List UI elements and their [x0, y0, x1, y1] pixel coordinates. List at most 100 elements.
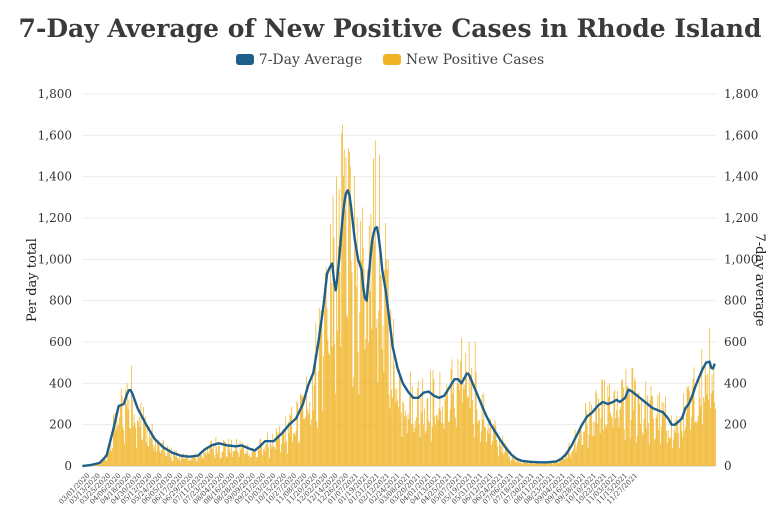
daily-case-bar: [108, 451, 110, 466]
daily-case-bar: [275, 428, 277, 466]
daily-case-bar: [636, 435, 638, 466]
legend[interactable]: 7-Day Average New Positive Cases: [0, 52, 780, 68]
daily-case-bar: [457, 358, 459, 466]
daily-case-bar: [154, 446, 156, 466]
daily-case-bar: [254, 449, 256, 466]
daily-case-bar: [142, 439, 144, 466]
daily-case-bar: [537, 462, 539, 466]
daily-case-bar: [312, 409, 314, 466]
daily-case-bar: [301, 397, 303, 466]
daily-case-bar: [662, 411, 664, 466]
daily-case-bar: [174, 450, 175, 466]
daily-case-bar: [406, 433, 408, 466]
daily-case-bar: [655, 417, 657, 466]
daily-case-bar: [334, 343, 336, 466]
daily-case-bar: [150, 438, 151, 466]
daily-case-bar: [183, 459, 185, 466]
y-tick-label-right: 1,000: [724, 252, 758, 266]
daily-case-bar: [609, 383, 610, 466]
daily-case-bar: [571, 451, 573, 466]
daily-case-bar: [476, 409, 478, 466]
daily-case-bar: [276, 431, 278, 466]
daily-case-bar: [630, 419, 632, 466]
legend-item-new-positive-cases[interactable]: New Positive Cases: [382, 52, 544, 68]
daily-case-bar: [201, 457, 203, 466]
daily-case-bar: [450, 368, 452, 466]
daily-case-bar: [100, 463, 101, 466]
daily-case-bar: [493, 425, 495, 466]
daily-case-bar: [608, 396, 610, 466]
daily-case-bar: [507, 449, 509, 466]
daily-case-bar: [585, 402, 586, 466]
daily-case-bar: [590, 414, 592, 466]
daily-case-bar: [425, 430, 427, 466]
daily-case-bar: [171, 461, 173, 466]
daily-case-bar: [582, 444, 584, 466]
daily-case-bar: [378, 310, 380, 466]
daily-case-bar: [679, 415, 681, 466]
daily-case-bar: [674, 420, 676, 466]
daily-case-bar: [427, 398, 429, 466]
daily-case-bar: [190, 460, 192, 466]
seven-day-average-path: [82, 189, 716, 468]
daily-case-bar: [192, 455, 194, 466]
daily-case-bar: [176, 457, 178, 466]
daily-case-bar: [549, 461, 551, 466]
daily-case-bar: [271, 448, 273, 466]
daily-case-bar: [456, 383, 458, 466]
daily-case-bar: [522, 464, 523, 466]
daily-case-bar: [682, 437, 684, 466]
daily-case-bar: [388, 394, 390, 466]
daily-case-bar: [403, 403, 405, 466]
daily-case-bar: [407, 414, 409, 466]
y-axis-right-title: 7-day average: [752, 234, 767, 327]
daily-case-bar: [529, 462, 531, 466]
daily-case-bar: [654, 438, 656, 466]
daily-case-bar: [411, 386, 413, 466]
daily-case-bar: [287, 453, 288, 466]
daily-case-bar: [195, 459, 197, 466]
daily-case-bar: [588, 434, 590, 466]
daily-case-bar: [362, 247, 364, 466]
daily-case-bar: [268, 447, 269, 466]
daily-case-bar: [418, 424, 420, 466]
daily-case-bar: [298, 443, 299, 466]
daily-case-bar: [523, 461, 524, 466]
daily-case-bar: [138, 416, 140, 466]
daily-case-bar: [431, 426, 433, 466]
daily-case-bar: [604, 379, 605, 466]
x-axis: 03/01/202003/13/202003/25/202004/06/2020…: [57, 472, 639, 506]
daily-case-bar: [164, 453, 166, 466]
daily-case-bar: [564, 459, 566, 466]
daily-case-bar: [283, 429, 285, 466]
daily-case-bar: [169, 456, 171, 466]
daily-case-bar: [341, 133, 343, 466]
daily-case-bar: [653, 418, 654, 466]
daily-case-bar: [619, 409, 621, 466]
daily-case-bar: [607, 385, 609, 466]
daily-case-bar: [612, 427, 614, 466]
y-axis-right: 0 200 400 600 800 1,000 1,200 1,400 1,600 1,800: [724, 87, 758, 473]
daily-case-bar: [364, 349, 366, 466]
daily-case-bar: [319, 333, 321, 466]
daily-case-bar: [540, 463, 542, 466]
daily-case-bar: [156, 451, 157, 466]
daily-case-bar: [122, 426, 124, 466]
daily-case-bar: [489, 427, 491, 466]
daily-case-bar: [531, 463, 533, 466]
legend-item-7-day-average[interactable]: 7-Day Average: [235, 52, 362, 68]
daily-case-bar: [113, 414, 114, 466]
daily-case-bar: [440, 410, 442, 466]
daily-case-bar: [324, 272, 326, 466]
daily-case-bar: [505, 449, 507, 466]
daily-case-bar: [596, 392, 598, 466]
daily-case-bar: [533, 463, 535, 466]
daily-case-bar: [416, 416, 418, 466]
daily-case-bar: [465, 352, 467, 466]
daily-case-bar: [127, 409, 129, 466]
daily-case-bar: [706, 394, 708, 466]
daily-case-bar: [680, 421, 682, 466]
daily-case-bar: [442, 406, 443, 466]
daily-case-bar: [473, 437, 475, 466]
daily-case-bar: [223, 440, 225, 466]
